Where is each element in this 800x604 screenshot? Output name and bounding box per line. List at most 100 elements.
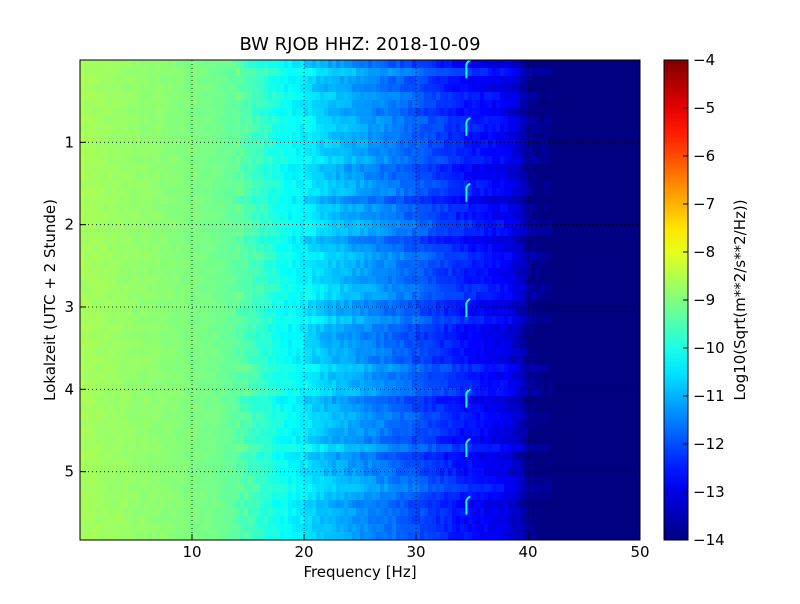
heatmap-cell — [396, 140, 401, 149]
heatmap-cell — [388, 92, 393, 101]
heatmap-cell — [408, 332, 413, 341]
heatmap-cell — [504, 324, 509, 333]
heatmap-cell — [304, 212, 309, 221]
heatmap-cell — [264, 84, 269, 93]
heatmap-cell — [164, 268, 169, 277]
heatmap-cell — [368, 212, 373, 221]
heatmap-cell — [388, 172, 393, 181]
heatmap-cell — [236, 244, 241, 253]
heatmap-cell — [224, 340, 229, 349]
heatmap-cell — [280, 164, 285, 173]
heatmap-cell — [344, 164, 349, 173]
heatmap-cell — [424, 236, 429, 245]
heatmap-cell — [440, 252, 445, 261]
heatmap-cell — [520, 228, 525, 237]
heatmap-cell — [496, 292, 501, 301]
heatmap-cell — [208, 100, 213, 109]
heatmap-cell — [620, 124, 625, 133]
heatmap-cell — [128, 164, 133, 173]
heatmap-cell — [220, 180, 225, 189]
heatmap-cell — [348, 132, 353, 141]
heatmap-cell — [308, 60, 313, 69]
heatmap-cell — [608, 332, 613, 341]
heatmap-cell — [572, 76, 577, 85]
heatmap-cell — [488, 236, 493, 245]
heatmap-cell — [532, 188, 537, 197]
heatmap-cell — [100, 308, 105, 317]
heatmap-cell — [520, 244, 525, 253]
heatmap-cell — [88, 332, 93, 341]
heatmap-cell — [576, 68, 581, 77]
heatmap-cell — [476, 92, 481, 101]
heatmap-cell — [164, 340, 169, 349]
heatmap-cell — [80, 68, 85, 77]
heatmap-cell — [480, 116, 485, 125]
heatmap-cell — [384, 172, 389, 181]
heatmap-cell — [148, 148, 153, 157]
heatmap-cell — [500, 68, 505, 77]
heatmap-cell — [540, 316, 545, 325]
heatmap-cell — [308, 292, 313, 301]
heatmap-cell — [204, 308, 209, 317]
heatmap-cell — [200, 308, 205, 317]
heatmap-cell — [480, 84, 485, 93]
heatmap-cell — [568, 92, 573, 101]
heatmap-cell — [84, 132, 89, 141]
heatmap-cell — [552, 196, 557, 205]
heatmap-cell — [280, 148, 285, 157]
heatmap-cell — [548, 60, 553, 69]
heatmap-cell — [392, 260, 397, 269]
heatmap-cell — [208, 108, 213, 117]
heatmap-cell — [596, 268, 601, 277]
heatmap-cell — [624, 324, 629, 333]
heatmap-cell — [424, 276, 429, 285]
heatmap-cell — [168, 180, 173, 189]
heatmap-cell — [292, 236, 297, 245]
heatmap-cell — [148, 332, 153, 341]
heatmap-cell — [144, 268, 149, 277]
heatmap-cell — [256, 148, 261, 157]
heatmap-cell — [264, 236, 269, 245]
heatmap-cell — [84, 76, 89, 85]
heatmap-cell — [456, 196, 461, 205]
heatmap-cell — [324, 316, 329, 325]
heatmap-cell — [248, 116, 253, 125]
heatmap-cell — [332, 212, 337, 221]
heatmap-cell — [580, 196, 585, 205]
heatmap-cell — [216, 100, 221, 109]
heatmap-cell — [400, 332, 405, 341]
heatmap-cell — [168, 164, 173, 173]
heatmap-cell — [112, 140, 117, 149]
heatmap-cell — [256, 116, 261, 125]
heatmap-cell — [548, 204, 553, 213]
heatmap-cell — [88, 276, 93, 285]
heatmap-cell — [384, 316, 389, 325]
heatmap-cell — [496, 140, 501, 149]
heatmap-cell — [128, 116, 133, 125]
heatmap-cell — [128, 132, 133, 141]
heatmap-cell — [484, 228, 489, 237]
heatmap-cell — [620, 116, 625, 125]
heatmap-cell — [312, 172, 317, 181]
heatmap-cell — [444, 60, 449, 69]
heatmap-cell — [144, 92, 149, 101]
heatmap-cell — [80, 212, 85, 221]
heatmap-cell — [496, 172, 501, 181]
heatmap-cell — [268, 332, 273, 341]
heatmap-cell — [616, 188, 621, 197]
heatmap-cell — [528, 212, 533, 221]
heatmap-cell — [572, 316, 577, 325]
heatmap-cell — [540, 204, 545, 213]
heatmap-cell — [552, 244, 557, 253]
heatmap-cell — [284, 308, 289, 317]
heatmap-cell — [484, 76, 489, 85]
heatmap-cell — [440, 140, 445, 149]
heatmap-cell — [632, 84, 637, 93]
heatmap-cell — [388, 292, 393, 301]
heatmap-cell — [100, 76, 105, 85]
heatmap-cell — [208, 228, 213, 237]
heatmap-cell — [608, 84, 613, 93]
heatmap-cell — [604, 188, 609, 197]
heatmap-cell — [552, 236, 557, 245]
heatmap-cell — [80, 284, 85, 293]
